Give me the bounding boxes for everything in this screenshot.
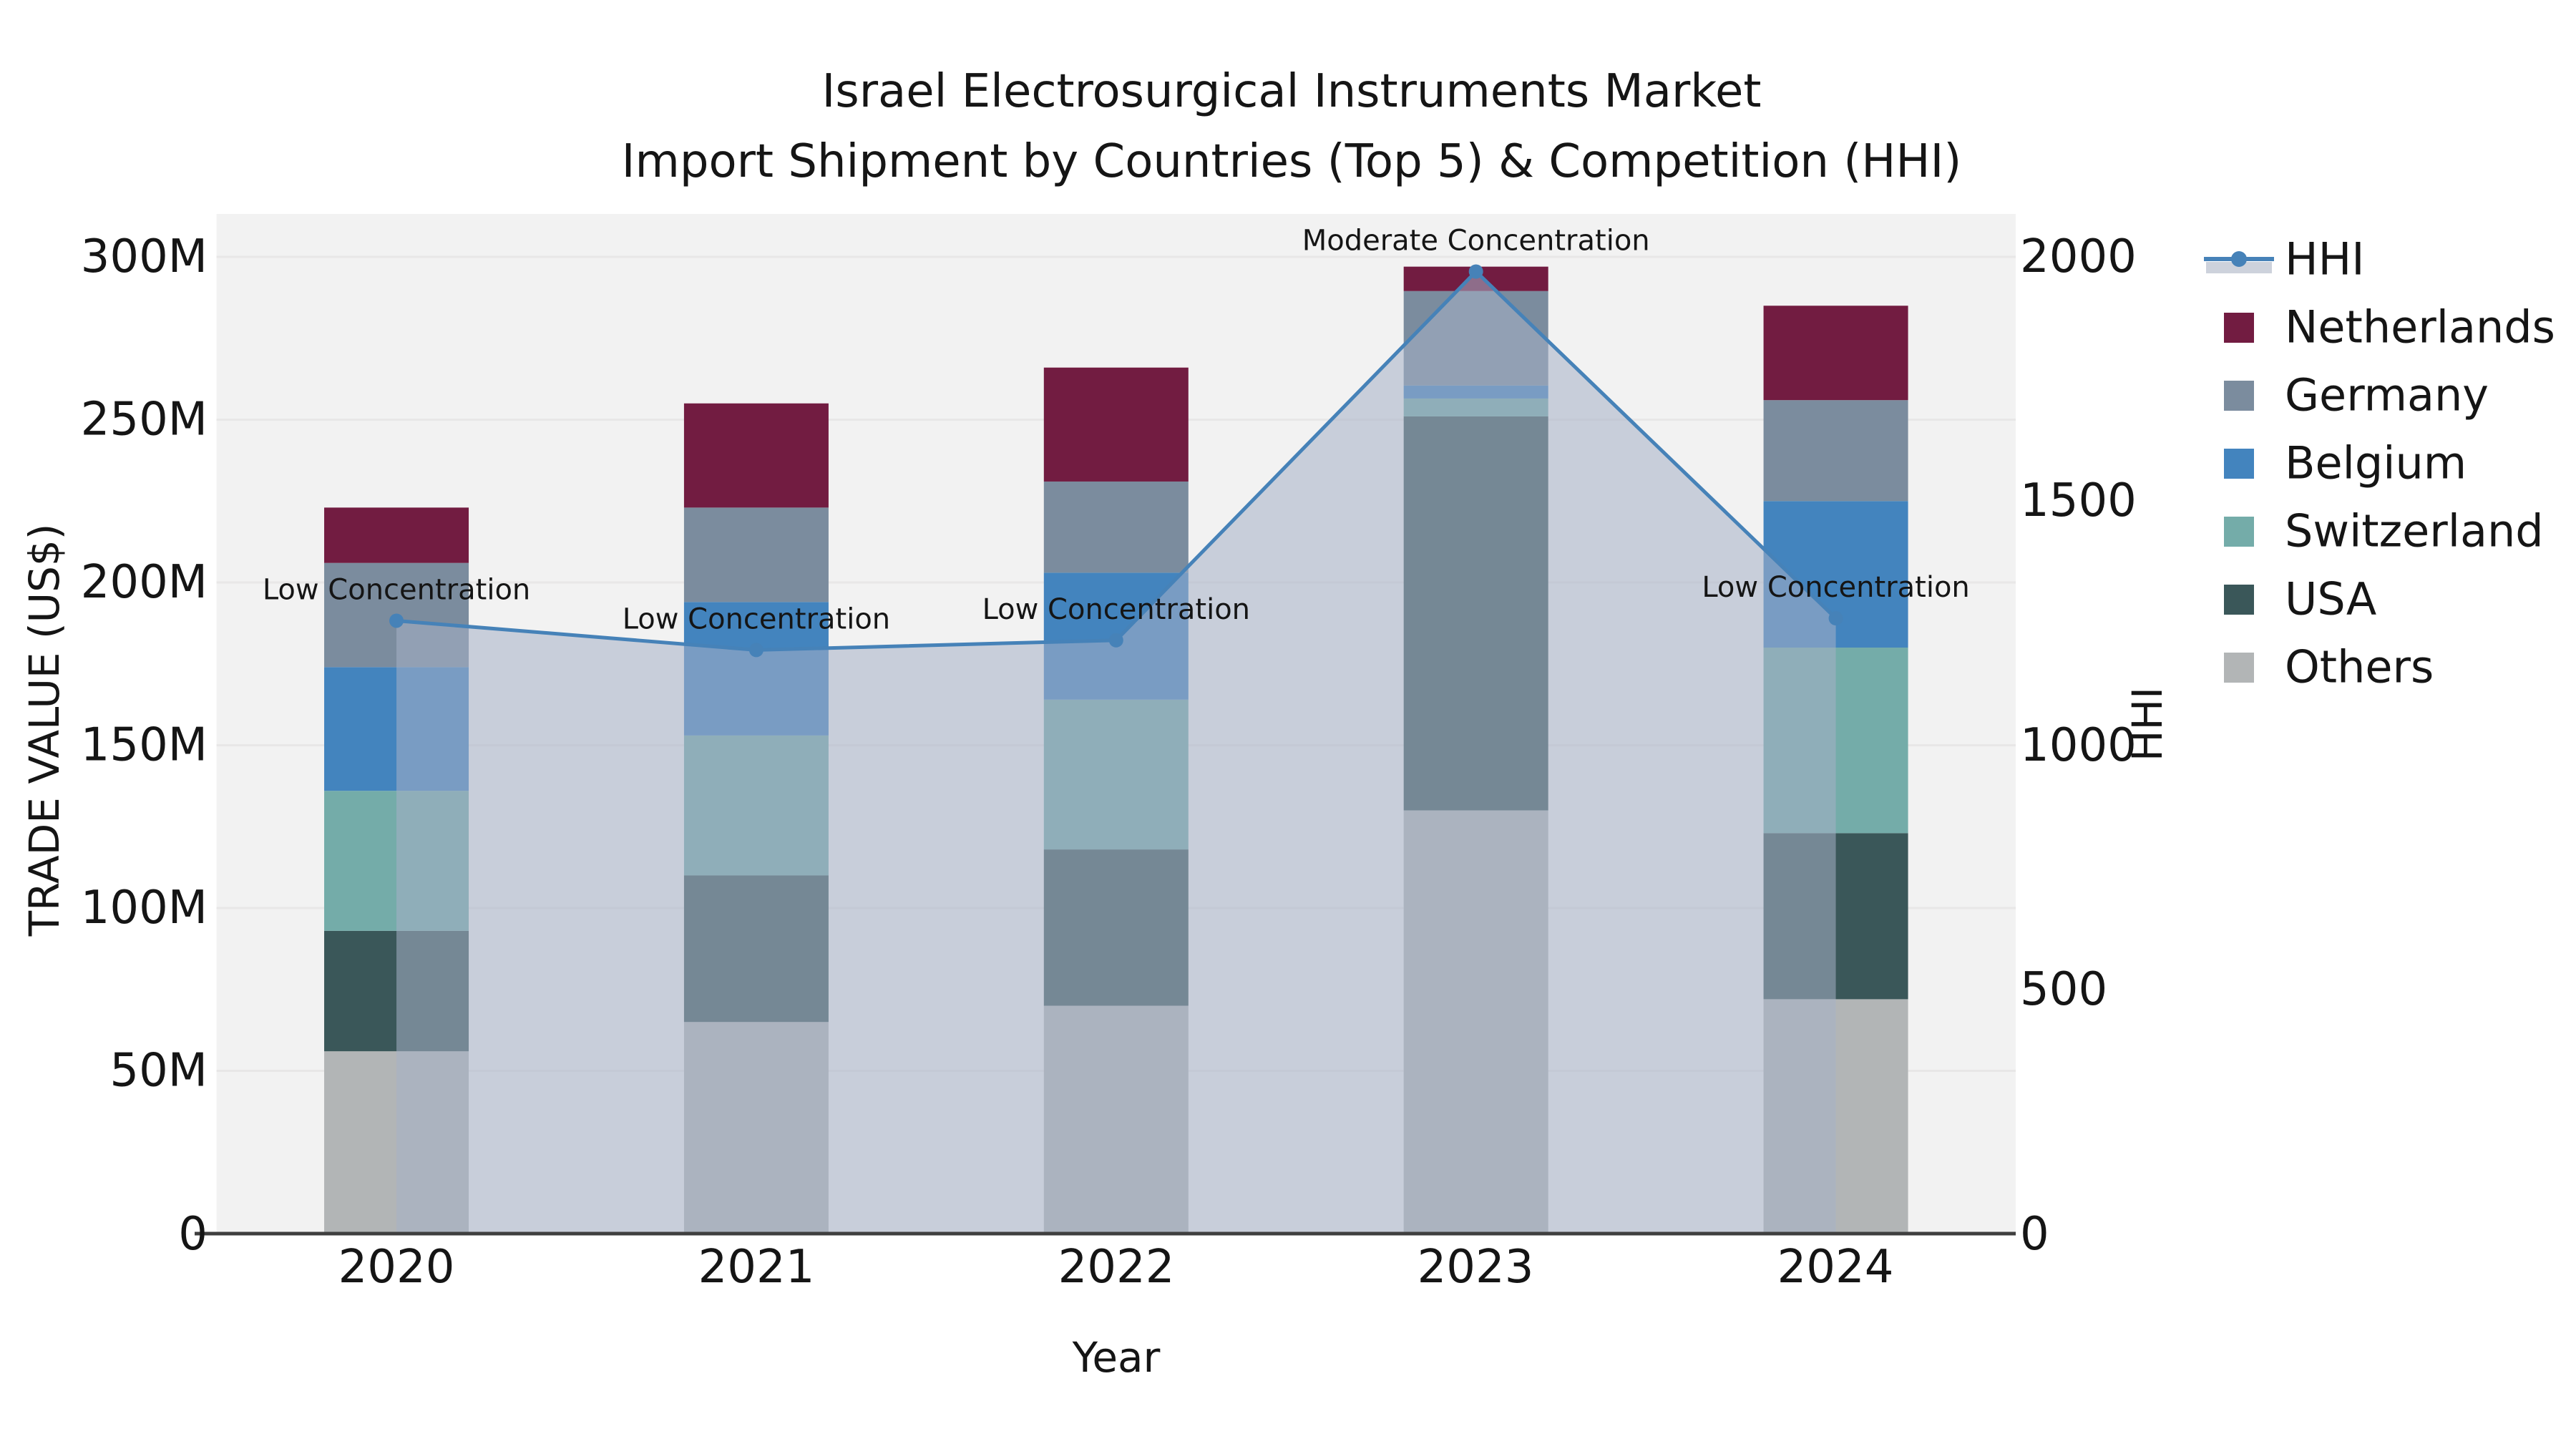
others-swatch (2224, 653, 2254, 683)
y-right-tick-1500: 1500 (2020, 474, 2137, 527)
bar-segment-netherlands-2021 (683, 403, 829, 508)
x-tick-2020: 2020 (338, 1241, 455, 1294)
chart-layer: Low Concentration Low Concentration Low Co… (263, 224, 1970, 1234)
x-tick-2022: 2022 (1058, 1241, 1175, 1294)
y-left-axis-label: TRADE VALUE (US$) (20, 524, 69, 937)
legend-label-belgium: Belgium (2285, 437, 2467, 489)
y-left-tick-50m: 50M (109, 1045, 208, 1098)
chart-title-line1: Israel Electrosurgical Instruments Marke… (821, 65, 1761, 118)
y-left-tick-150m: 150M (81, 719, 208, 772)
netherlands-swatch (2224, 313, 2254, 343)
legend-label-netherlands: Netherlands (2285, 301, 2555, 353)
legend-label-usa: USA (2285, 573, 2376, 625)
x-axis-label: Year (1072, 1333, 1161, 1382)
y-left-tick-labels: 0 50M 100M 150M 200M 250M 300M (81, 230, 208, 1261)
hhi-legend-marker (2231, 251, 2247, 267)
legend-label-germany: Germany (2285, 369, 2489, 421)
bar-segment-netherlands-2020 (324, 507, 469, 563)
usa-swatch (2224, 585, 2254, 615)
y-left-tick-250m: 250M (81, 394, 208, 447)
y-left-tick-100m: 100M (81, 882, 208, 935)
y-left-tick-0: 0 (178, 1208, 208, 1261)
legend-label-hhi: HHI (2285, 233, 2365, 286)
legend-label-switzerland: Switzerland (2285, 505, 2544, 557)
y-right-tick-1000: 1000 (2020, 719, 2137, 772)
legend-item-usa: USA (2224, 573, 2376, 625)
switzerland-swatch (2224, 517, 2254, 547)
germany-swatch (2224, 381, 2254, 411)
y-left-tick-300m: 300M (81, 230, 208, 283)
hhi-marker-2023 (1468, 264, 1483, 279)
hhi-annotation-2021: Low Concentration (623, 602, 890, 635)
y-right-axis-label: HHI (2123, 687, 2172, 761)
hhi-annotation-2023: Moderate Concentration (1302, 224, 1650, 257)
y-right-tick-0: 0 (2020, 1208, 2049, 1261)
legend-item-others: Others (2224, 641, 2434, 693)
bar-segment-netherlands-2022 (1043, 367, 1189, 482)
y-right-tick-labels: 0 500 1000 1500 2000 (2020, 230, 2137, 1261)
x-tick-labels: 2020 2021 2022 2023 2024 (338, 1241, 1894, 1294)
chart-title-line2: Import Shipment by Countries (Top 5) & C… (622, 135, 1962, 188)
bar-segment-germany-2021 (683, 507, 829, 602)
hhi-marker-2022 (1108, 633, 1123, 648)
y-right-tick-2000: 2000 (2020, 230, 2137, 283)
x-tick-2023: 2023 (1418, 1241, 1534, 1294)
hhi-annotation-2024: Low Concentration (1702, 571, 1969, 604)
belgium-swatch (2224, 449, 2254, 479)
y-right-tick-500: 500 (2020, 963, 2107, 1016)
bar-segment-germany-2024 (1763, 400, 1908, 502)
hhi-marker-2020 (389, 613, 404, 628)
bar-segment-netherlands-2024 (1763, 306, 1908, 401)
legend-item-belgium: Belgium (2224, 437, 2467, 489)
hhi-marker-2021 (748, 643, 763, 658)
legend-item-netherlands: Netherlands (2224, 301, 2555, 353)
legend-label-others: Others (2285, 641, 2434, 693)
y-left-tick-200m: 200M (81, 556, 208, 609)
legend-item-switzerland: Switzerland (2224, 505, 2544, 557)
legend-item-germany: Germany (2224, 369, 2489, 421)
bar-segment-germany-2022 (1043, 481, 1189, 573)
hhi-area-legend-band (2206, 262, 2272, 273)
x-tick-2024: 2024 (1777, 1241, 1894, 1294)
hhi-annotation-2020: Low Concentration (263, 573, 530, 606)
hhi-area (396, 271, 1836, 1234)
legend: HHI Netherlands Germany Belgium Switzerl… (2204, 233, 2555, 693)
x-tick-2021: 2021 (698, 1241, 815, 1294)
hhi-marker-2024 (1828, 611, 1843, 626)
hhi-annotation-2022: Low Concentration (982, 593, 1250, 626)
legend-item-hhi: HHI (2204, 233, 2365, 286)
